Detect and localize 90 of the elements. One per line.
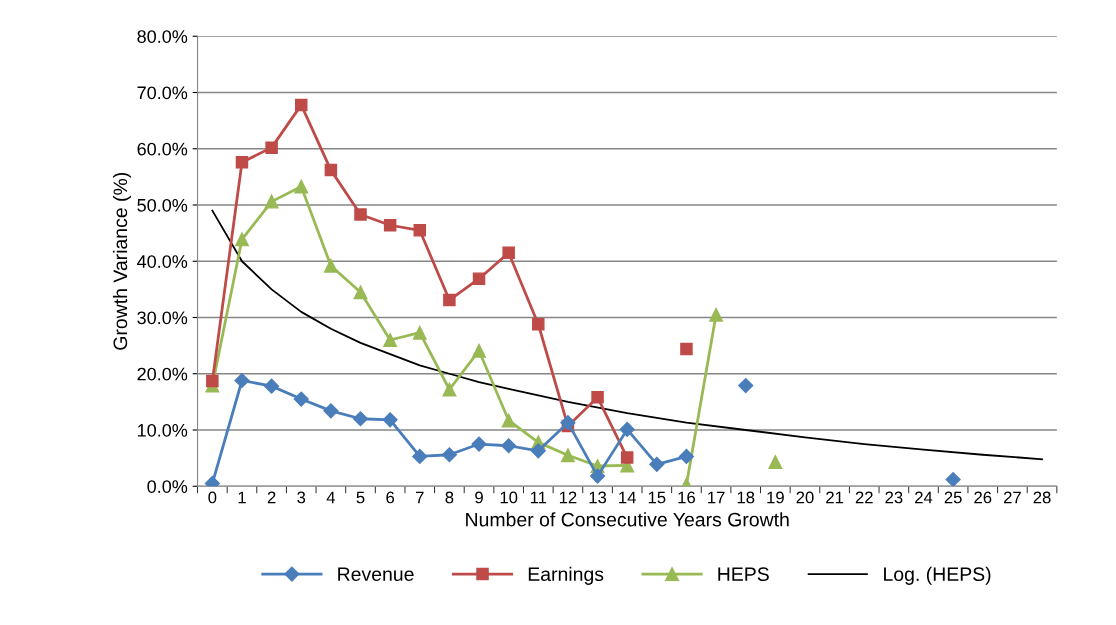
point (354, 208, 367, 221)
x-tick-label: 11 (530, 491, 547, 504)
point (323, 403, 339, 419)
x-tick-label: 22 (855, 491, 873, 504)
point (768, 455, 783, 470)
point (441, 447, 457, 463)
point (382, 412, 398, 428)
y-tick-label: 60.0% (137, 142, 188, 156)
x-tick-label: 18 (737, 491, 755, 504)
point (560, 415, 576, 431)
point (560, 448, 575, 463)
point (532, 317, 545, 331)
x-tick-label: 24 (915, 491, 933, 504)
x-tick-label: 12 (559, 491, 577, 504)
x-tick-label: 14 (619, 491, 636, 504)
x-tick-label: 10 (500, 491, 518, 504)
y-tick-label: 20.0% (137, 367, 188, 381)
y-axis-title: Growth Variance (%) (112, 172, 132, 350)
point (471, 436, 487, 452)
x-tick-label: 3 (297, 491, 306, 504)
x-tick-label: 0 (208, 491, 217, 504)
point (323, 258, 338, 273)
legend-label: HEPS (718, 567, 769, 582)
x-axis-title: Number of Consecutive Years Growth (466, 512, 789, 527)
y-tick-label: 40.0% (137, 255, 188, 268)
x-tick-label: 17 (708, 491, 725, 504)
x-tick-label: 19 (767, 491, 784, 504)
y-tick-label: 80.0% (137, 30, 188, 43)
point (294, 98, 308, 112)
x-tick-label: 28 (1033, 491, 1051, 504)
y-tick-label: 0.0% (147, 480, 188, 493)
x-tick-label: 16 (678, 491, 695, 504)
x-tick-label: 23 (885, 491, 903, 504)
y-tick-label: 50.0% (137, 198, 188, 212)
x-tick-label: 2 (267, 491, 276, 504)
point (264, 194, 279, 209)
point (352, 411, 369, 427)
point (530, 443, 546, 459)
legend-label: Log. (HEPS) (884, 566, 991, 585)
point (235, 155, 249, 169)
x-tick-label: 8 (445, 491, 454, 504)
point (472, 343, 486, 358)
point (501, 413, 516, 428)
y-tick-label: 10.0% (137, 423, 188, 437)
x-tick-label: 27 (1003, 491, 1021, 504)
point (206, 374, 219, 388)
point (265, 141, 278, 154)
point (443, 293, 456, 307)
x-tick-label: 20 (796, 491, 814, 504)
point (383, 333, 398, 347)
point (324, 163, 338, 177)
x-tick-label: 1 (238, 491, 246, 504)
point (649, 456, 665, 472)
point (945, 471, 961, 487)
legend-label: Revenue (338, 567, 414, 582)
point (413, 224, 427, 237)
point (235, 232, 249, 247)
x-tick-label: 9 (475, 491, 483, 504)
x-tick-label: 21 (826, 491, 844, 504)
x-tick-label: 25 (944, 491, 962, 504)
point (619, 421, 635, 438)
x-tick-label: 4 (326, 491, 336, 504)
x-tick-label: 6 (386, 491, 395, 504)
point (412, 448, 428, 465)
point (383, 218, 397, 232)
x-tick-label: 26 (974, 491, 992, 504)
point (501, 438, 517, 454)
point (589, 468, 606, 484)
x-tick-label: 5 (356, 491, 365, 504)
point (678, 448, 695, 465)
point (738, 377, 754, 394)
point (442, 382, 457, 397)
point (591, 391, 604, 404)
point (294, 179, 309, 194)
point (502, 246, 515, 260)
x-tick-label: 15 (648, 491, 666, 504)
x-tick-label: 13 (589, 491, 607, 504)
x-tick-label: 7 (415, 491, 424, 504)
point (412, 325, 427, 340)
point (264, 378, 280, 394)
point (472, 272, 486, 285)
point (293, 391, 309, 407)
point (234, 372, 250, 389)
point (709, 307, 724, 322)
point (353, 285, 368, 300)
y-tick-label: 30.0% (137, 311, 188, 325)
y-tick-label: 70.0% (137, 86, 188, 100)
point (620, 451, 634, 464)
point (680, 342, 693, 356)
legend-label: Earnings (528, 566, 604, 585)
